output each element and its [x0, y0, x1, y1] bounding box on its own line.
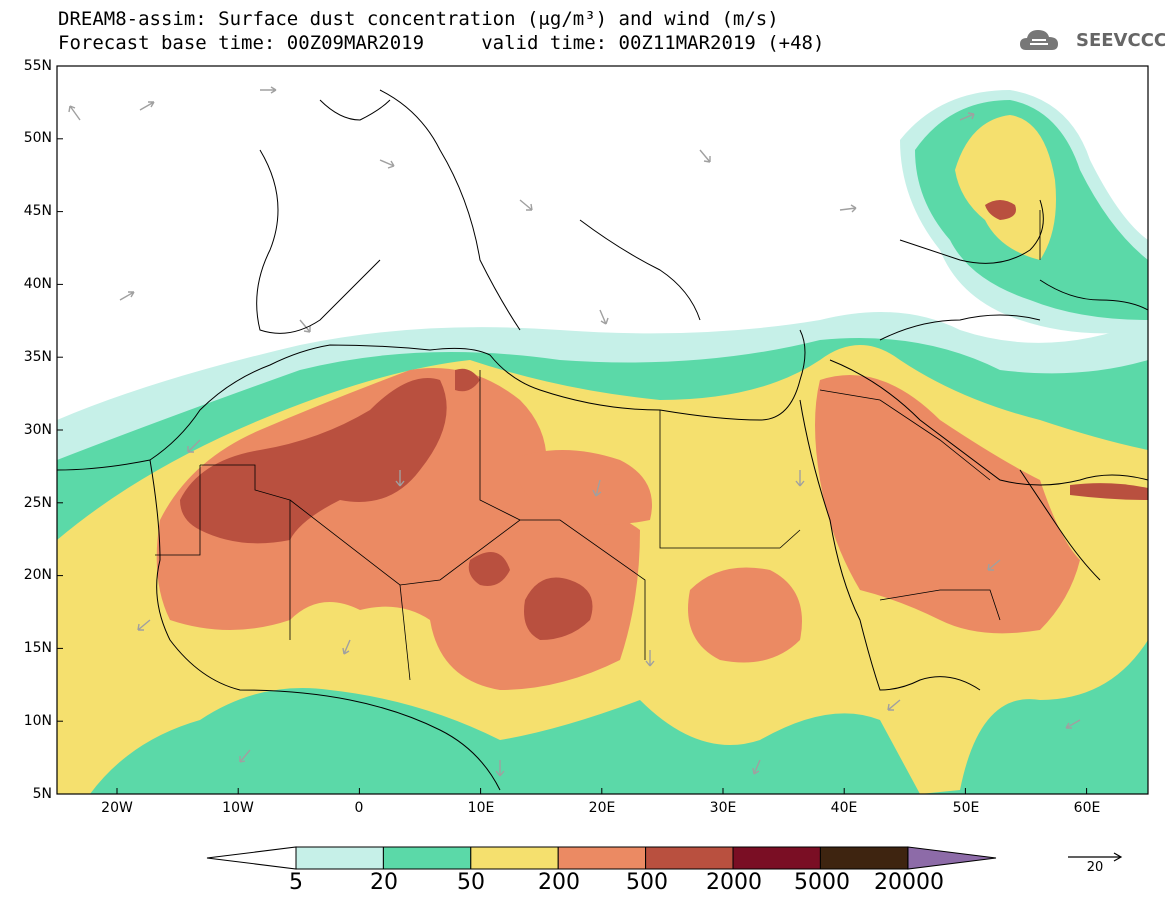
dust-level-500-algeria: [455, 368, 480, 392]
lat-label: 40N: [23, 276, 52, 292]
wind-arrows: [68, 86, 1081, 777]
lat-ticks: [57, 65, 1088, 795]
colorbar-label: 20000: [874, 870, 944, 895]
colorbar-label: 5000: [794, 870, 850, 895]
colorbar-label: 50: [457, 870, 485, 895]
lon-label: 0: [354, 800, 364, 816]
colorbar-label: 5: [289, 870, 303, 895]
colorbar-under-triangle: [206, 846, 297, 870]
colorbar-cell: [557, 846, 647, 870]
logo-text: SEEVCCC: [1076, 30, 1165, 51]
lat-label: 30N: [23, 422, 52, 438]
lat-label: 5N: [32, 786, 52, 802]
colorbar-over-triangle: [907, 846, 997, 870]
coastlines: [57, 89, 1148, 791]
lon-label: 60E: [1073, 800, 1101, 816]
lat-label: 15N: [23, 640, 52, 656]
colorbar-cell: [732, 846, 821, 870]
colorbar-cell: [382, 846, 472, 870]
colorbar-label: 500: [626, 870, 668, 895]
colorbar-label: 20: [370, 870, 398, 895]
colorbar-cell: [295, 846, 384, 870]
lat-label: 35N: [23, 349, 52, 365]
colorbar-label: 2000: [706, 870, 762, 895]
lon-label: 40E: [830, 800, 858, 816]
lon-label: 10E: [467, 800, 495, 816]
colorbar-label: 200: [538, 870, 580, 895]
dust-level-500-ukraine: [985, 200, 1016, 220]
lat-label: 45N: [23, 203, 52, 219]
lat-label: 55N: [23, 58, 52, 74]
dust-level-50-north: [955, 115, 1056, 260]
dust-level-500-niger: [468, 552, 510, 586]
forecast-time: Forecast base time: 00Z09MAR2019 valid t…: [58, 32, 825, 54]
colorbar-cell: [819, 846, 909, 870]
colorbar-cell: [470, 846, 559, 870]
lat-label: 25N: [23, 495, 52, 511]
country-borders: [155, 210, 1041, 681]
lat-label: 50N: [23, 130, 52, 146]
dust-level-500: [180, 378, 447, 544]
lon-label: 20E: [588, 800, 616, 816]
colorbar-cell: [645, 846, 734, 870]
dust-level-500-iran: [1070, 483, 1148, 500]
dust-level-200-east: [815, 375, 1080, 634]
dust-level-500-chad: [524, 577, 593, 640]
dust-level-200-libya: [510, 450, 652, 525]
wind-reference-label: 20: [1086, 860, 1104, 875]
map-title: DREAM8-assim: Surface dust concentration…: [58, 8, 779, 30]
lon-label: 50E: [952, 800, 980, 816]
lon-label: 20W: [101, 800, 133, 816]
lat-label: 20N: [23, 567, 52, 583]
lon-label: 10W: [222, 800, 254, 816]
lat-label: 10N: [23, 713, 52, 729]
lon-label: 30E: [709, 800, 737, 816]
cloud-icon: [1020, 30, 1058, 50]
dust-level-200-center: [688, 567, 802, 663]
